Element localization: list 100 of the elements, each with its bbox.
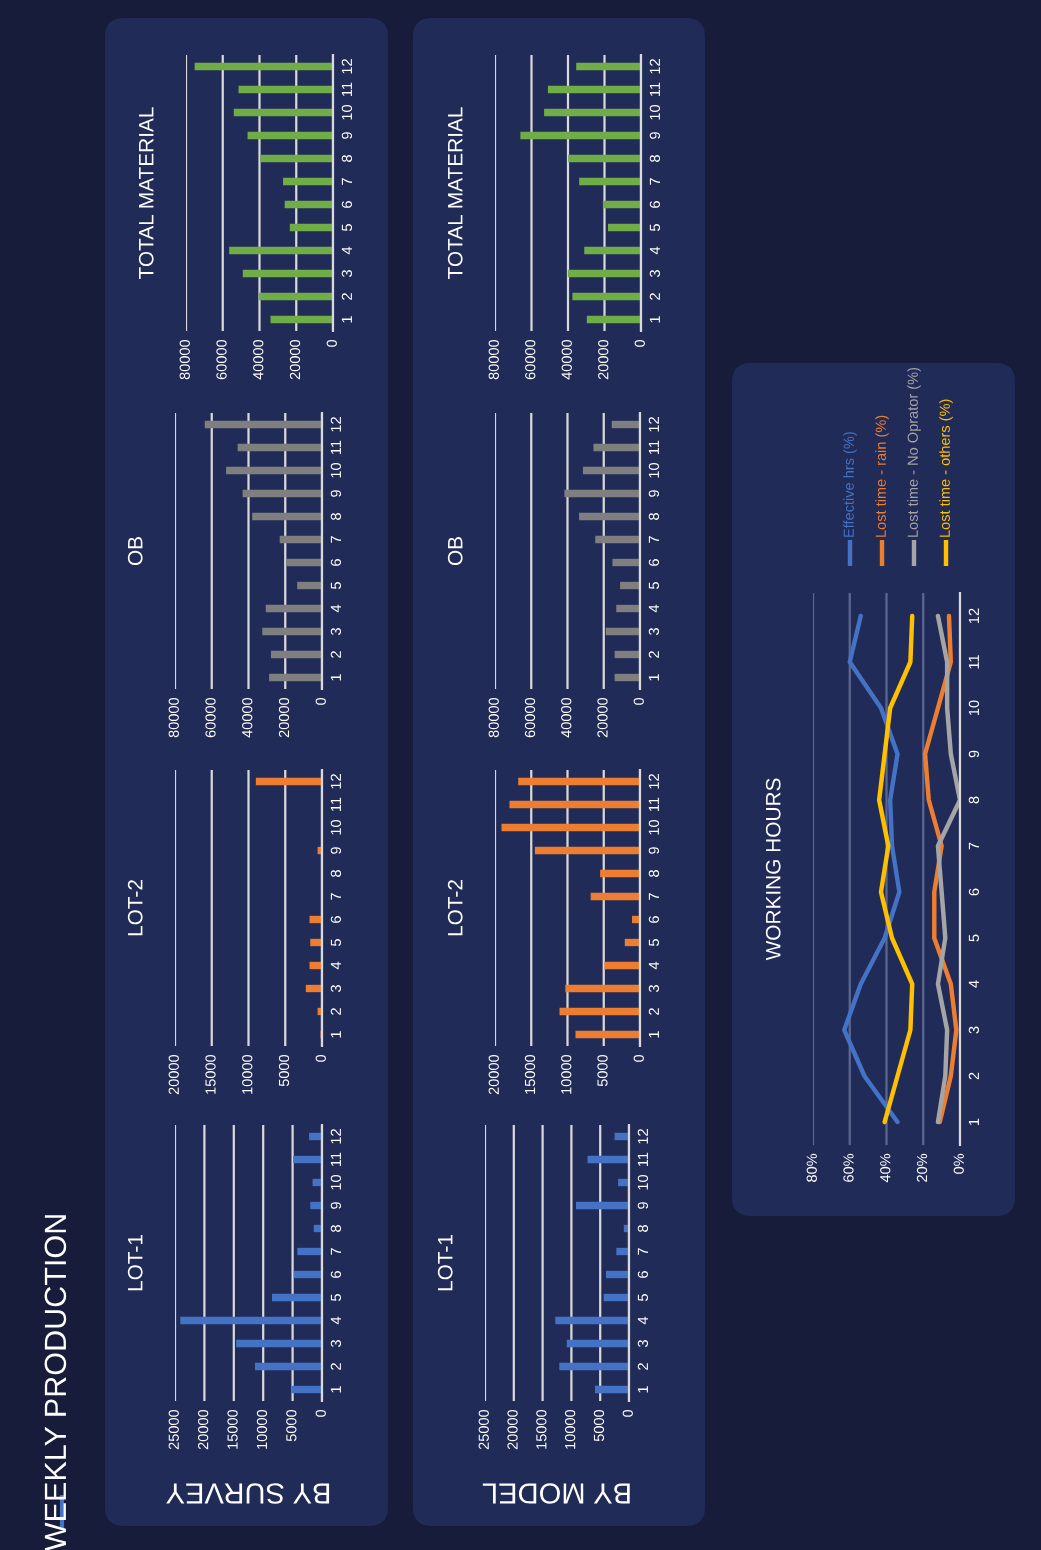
y-tick-label: 7 (330, 893, 341, 900)
y-tick-label: 8 (330, 513, 342, 520)
y-tick-label: 3 (968, 1026, 980, 1034)
x-tick-label: 80% (806, 1153, 817, 1182)
y-tick-label: 11 (341, 82, 352, 96)
x-tick-label: 0 (633, 1054, 644, 1062)
y-tick-label: 9 (341, 132, 353, 139)
y-tick-label: 2 (330, 1008, 341, 1015)
y-tick-label: 3 (649, 270, 661, 277)
y-tick-label: 1 (330, 1386, 341, 1393)
y-tick-label: 12 (648, 774, 659, 789)
y-tick-label: 5 (330, 939, 342, 946)
x-tick-label: 5000 (593, 1409, 605, 1442)
y-tick-label: 4 (968, 980, 979, 988)
y-tick-label: 12 (330, 417, 341, 432)
y-tick-label: 2 (648, 1008, 659, 1015)
x-tick-label: 0 (326, 339, 337, 347)
x-tick-label: 80000 (488, 697, 499, 738)
y-tick-label: 6 (968, 888, 980, 896)
y-tick-label: 1 (648, 1031, 659, 1038)
y-tick-label: 11 (648, 797, 659, 811)
text: BY SURVEY (166, 1483, 330, 1504)
y-tick-label: 9 (648, 847, 660, 854)
y-tick-label: 1 (649, 316, 660, 323)
y-tick-label: 2 (330, 651, 341, 658)
text: TOTAL MATERIAL (138, 107, 154, 279)
y-tick-label: 5 (968, 934, 980, 942)
x-tick-label: 0 (634, 339, 645, 347)
y-tick-label: 12 (330, 774, 341, 789)
text: BY MODEL (482, 1483, 630, 1504)
y-tick-label: 5 (330, 582, 342, 589)
y-tick-label: 2 (330, 1363, 341, 1370)
y-tick-label: 12 (637, 1129, 648, 1144)
x-tick-label: 0% (953, 1153, 964, 1174)
x-tick-label: 15000 (524, 1054, 536, 1094)
y-tick-label: 8 (341, 155, 353, 162)
y-tick-label: 8 (649, 155, 661, 162)
y-tick-label: 6 (330, 916, 342, 923)
x-tick-label: 20000 (597, 697, 608, 738)
y-tick-label: 8 (330, 870, 342, 877)
x-tick-label: 10000 (564, 1409, 576, 1449)
x-tick-label: 5000 (597, 1054, 608, 1087)
x-tick-label: 40000 (242, 697, 253, 738)
y-tick-label: 5 (648, 939, 660, 946)
text: LOT-1 (437, 1235, 453, 1291)
y-tick-label: 3 (637, 1340, 649, 1347)
x-tick-label: 10000 (242, 1054, 253, 1094)
y-tick-label: 3 (330, 1340, 342, 1347)
x-tick-label: 15000 (227, 1409, 238, 1449)
y-tick-label: 3 (341, 270, 353, 277)
y-tick-label: 10 (968, 700, 980, 715)
y-tick-label: 2 (648, 651, 659, 658)
y-tick-label: 6 (648, 559, 660, 566)
y-tick-label: 10 (649, 104, 661, 120)
y-tick-label: 3 (330, 628, 342, 635)
y-tick-label: 10 (637, 1174, 649, 1190)
y-tick-label: 3 (330, 985, 342, 992)
y-tick-label: 5 (341, 224, 353, 231)
text: LOT-2 (127, 880, 143, 936)
text: LOT-2 (447, 880, 463, 936)
y-tick-label: 8 (637, 1225, 649, 1232)
y-tick-label: 11 (649, 82, 660, 96)
y-tick-label: 7 (968, 842, 979, 850)
y-tick-label: 12 (648, 417, 659, 432)
text: OB (127, 537, 143, 566)
y-tick-label: 11 (968, 655, 979, 669)
x-tick-label: 10000 (561, 1054, 572, 1094)
text: Effective hrs (%) (843, 432, 857, 537)
y-tick-label: 1 (637, 1386, 648, 1393)
x-tick-label: 40000 (561, 697, 572, 738)
x-tick-label: 40000 (561, 339, 572, 380)
text: Lost time - rain (%) (875, 415, 889, 537)
y-tick-label: 8 (648, 870, 660, 877)
x-tick-label: 25000 (168, 1409, 179, 1450)
y-tick-label: 7 (637, 1248, 648, 1255)
x-tick-label: 20000 (289, 339, 301, 380)
y-tick-label: 4 (649, 246, 660, 255)
y-tick-label: 1 (968, 1118, 979, 1125)
x-tick-label: 20000 (488, 1054, 499, 1095)
y-tick-label: 4 (648, 961, 659, 970)
x-tick-label: 60000 (524, 697, 536, 738)
y-tick-label: 2 (968, 1072, 979, 1080)
y-tick-label: 1 (330, 674, 341, 681)
x-tick-label: 60000 (216, 339, 227, 380)
y-tick-label: 7 (648, 893, 659, 900)
x-tick-label: 60000 (525, 339, 536, 380)
y-tick-label: 7 (649, 178, 660, 185)
y-tick-label: 10 (648, 819, 660, 835)
text: TOTAL MATERIAL (447, 107, 463, 279)
y-tick-label: 7 (330, 536, 341, 543)
y-tick-label: 9 (968, 750, 980, 758)
y-tick-label: 4 (637, 1316, 648, 1325)
x-tick-label: 20000 (507, 1409, 518, 1450)
y-tick-label: 11 (330, 797, 341, 811)
text: Lost time - others (%) (939, 399, 953, 537)
y-tick-label: 12 (341, 59, 352, 74)
x-tick-label: 5000 (278, 1054, 290, 1087)
y-tick-label: 6 (341, 201, 353, 208)
x-tick-label: 0 (315, 1054, 326, 1062)
x-tick-label: 40000 (253, 339, 264, 380)
